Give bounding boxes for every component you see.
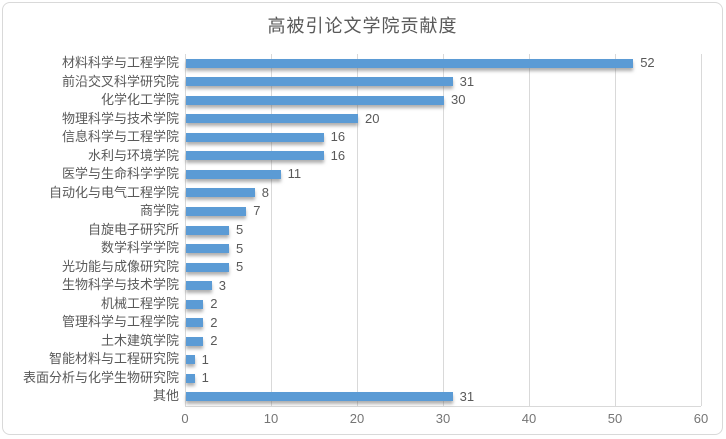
chart-title: 高被引论文学院贡献度 <box>267 16 458 36</box>
value-label: 2 <box>210 296 218 312</box>
bar[interactable] <box>186 244 229 254</box>
category-label: 光功能与成像研究院 <box>61 258 179 274</box>
x-tick-label: 40 <box>521 411 537 426</box>
plot-area: 52 31 30 20 16 16 11 8 7 5 5 5 3 2 2 2 1 1 31 <box>185 54 702 407</box>
category-label: 医学与生命科学学院 <box>61 166 179 182</box>
bar[interactable] <box>186 392 453 402</box>
value-label: 3 <box>218 277 227 293</box>
gridline <box>185 54 186 406</box>
gridline <box>615 54 616 406</box>
category-label: 表面分析与化学生物研究院 <box>22 369 179 385</box>
category-label: 材料科学与工程学院 <box>61 55 179 70</box>
bar[interactable] <box>186 77 453 87</box>
value-label: 16 <box>330 147 346 163</box>
category-label: 管理科学与工程学院 <box>61 314 179 330</box>
category-label: 生物科学与技术学院 <box>61 277 179 293</box>
x-tick-label: 10 <box>263 411 279 426</box>
value-label: 31 <box>459 73 475 89</box>
value-label: 31 <box>459 388 475 404</box>
bar[interactable] <box>186 132 324 142</box>
value-label: 8 <box>261 184 270 200</box>
category-label: 数学科学学院 <box>100 240 179 256</box>
gridline <box>271 54 272 406</box>
category-label: 商学院 <box>139 203 179 219</box>
x-tick-label: 30 <box>435 411 451 426</box>
bar[interactable] <box>186 373 195 383</box>
value-label: 1 <box>201 370 209 386</box>
bar[interactable] <box>186 95 444 105</box>
value-label: 20 <box>365 110 380 126</box>
bar[interactable] <box>186 151 324 161</box>
value-label: 1 <box>201 351 209 367</box>
category-label: 物理科学与技术学院 <box>61 110 179 126</box>
value-label: 2 <box>210 333 218 349</box>
bar[interactable] <box>186 169 281 179</box>
value-label: 7 <box>253 203 261 219</box>
value-label: 5 <box>236 222 244 237</box>
bar[interactable] <box>186 114 358 124</box>
x-tick-label: 0 <box>181 411 189 426</box>
bar[interactable] <box>186 281 212 291</box>
bar[interactable] <box>186 58 634 68</box>
category-label: 水利与环境学院 <box>87 147 179 163</box>
value-label: 52 <box>640 55 655 71</box>
category-label: 自动化与电气工程学院 <box>48 184 179 200</box>
category-axis: 材料科学与工程学院 前沿交叉科学研究院化学化工学院物理科学与技术学院 信息科学与工程… <box>3 54 179 406</box>
bar[interactable] <box>186 299 204 309</box>
category-label: 土木建筑学院 <box>100 332 179 348</box>
category-label: 自旋电子研究所 <box>87 221 179 237</box>
category-label: 机械工程学院 <box>100 295 179 311</box>
category-label: 化学化工学院 <box>100 92 179 108</box>
bar[interactable] <box>186 355 195 365</box>
x-tick-label: 60 <box>693 411 709 426</box>
bar[interactable] <box>186 188 255 198</box>
gridline <box>701 54 702 406</box>
value-label: 5 <box>236 240 244 256</box>
value-label: 11 <box>287 166 302 182</box>
bar[interactable] <box>186 225 229 235</box>
gridline <box>357 54 358 406</box>
value-label: 30 <box>451 92 466 108</box>
value-label: 5 <box>236 259 244 275</box>
x-tick-label: 20 <box>349 411 365 426</box>
category-label: 前沿交叉科学研究院 <box>61 73 179 89</box>
gridline <box>529 54 530 406</box>
chart-frame: 高被引论文学院贡献度 材料科学与工程学院 前沿交叉科学研究院化学化工学院物理科学与… <box>2 2 723 435</box>
bar[interactable] <box>186 318 204 328</box>
value-axis: 0 10 20 30 40 50 60 <box>3 411 722 427</box>
bar[interactable] <box>186 206 247 216</box>
value-label: 2 <box>210 314 218 330</box>
category-label: 信息科学与工程学院 <box>61 129 179 145</box>
category-label: 智能材料与工程研究院 <box>48 351 179 367</box>
category-label: 其他 <box>152 388 179 404</box>
bar[interactable] <box>186 262 229 272</box>
x-tick-label: 50 <box>607 411 623 426</box>
bar[interactable] <box>186 336 204 346</box>
value-label: 16 <box>330 129 346 145</box>
gridline <box>443 54 444 406</box>
